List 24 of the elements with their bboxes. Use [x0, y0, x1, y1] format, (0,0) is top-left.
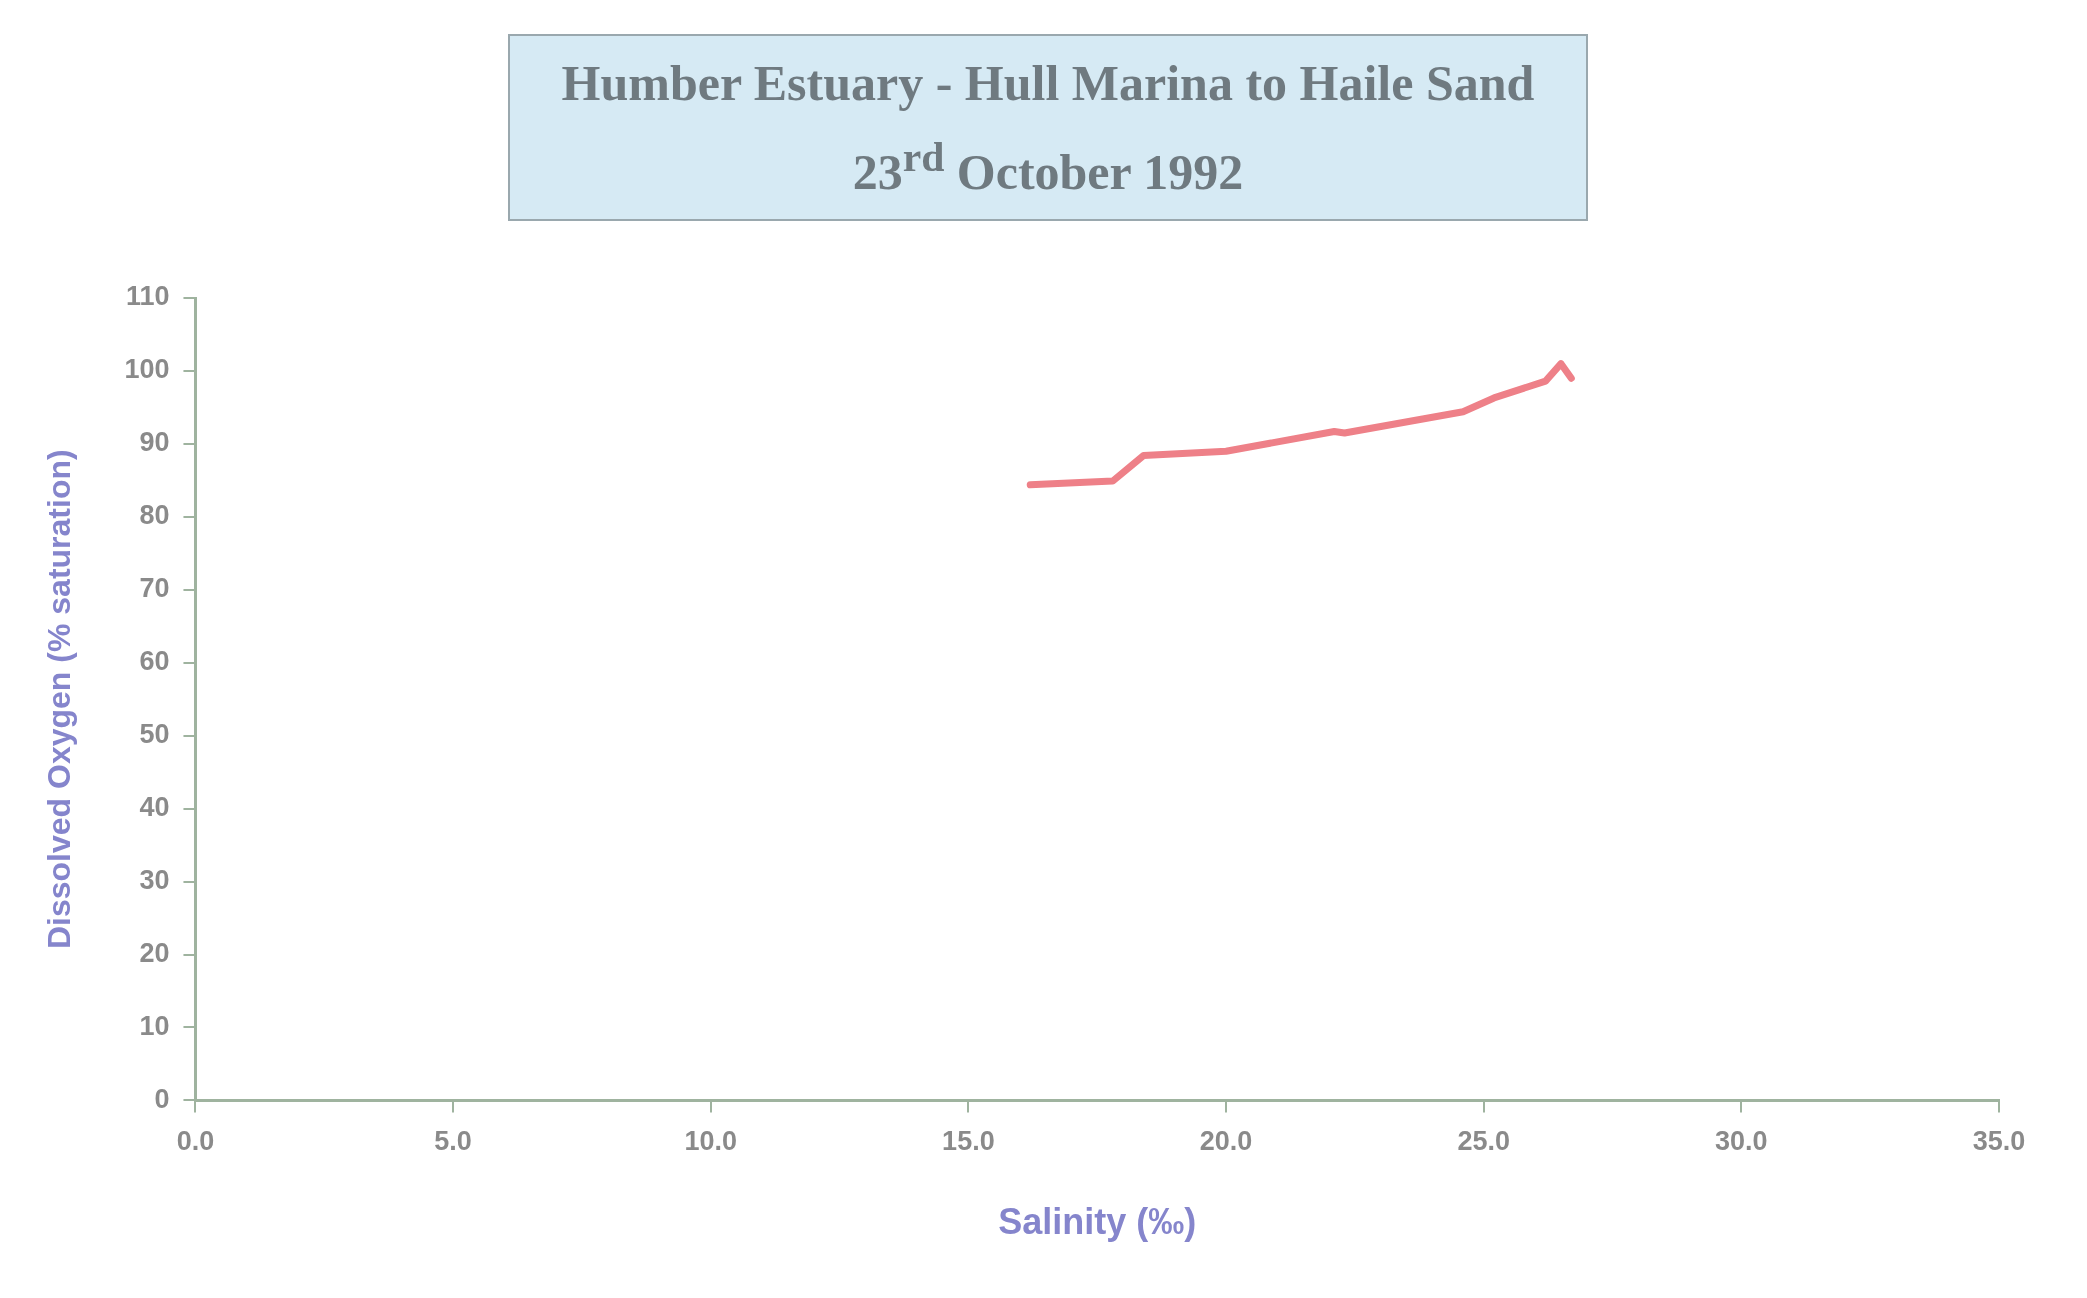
- y-tick-label: 20: [139, 937, 170, 968]
- y-tick-label: 70: [139, 573, 170, 604]
- x-tick-label: 30.0: [1715, 1126, 1768, 1157]
- x-axis-title: Salinity (‰): [998, 1201, 1197, 1243]
- x-tick-label: 25.0: [1457, 1126, 1510, 1157]
- x-tick-label: 10.0: [684, 1126, 738, 1157]
- y-tick-label: 30: [139, 865, 170, 896]
- y-tick-label: 60: [139, 646, 170, 677]
- x-tick-label: 35.0: [1972, 1126, 2026, 1157]
- y-tick-label: 110: [125, 281, 170, 312]
- y-tick-label: 50: [139, 719, 170, 750]
- y-axis-title: Dissolved Oxygen (% saturation): [41, 449, 78, 950]
- chart-title: Humber Estuary - Hull Marina to Haile Sand: [560, 54, 1536, 113]
- y-tick-label: 90: [139, 427, 170, 458]
- x-tick-label: 20.0: [1199, 1126, 1253, 1157]
- chart-subtitle: 23$^{rd}$ October 1992: [851, 133, 1245, 202]
- x-tick-label: 15.0: [942, 1126, 995, 1157]
- y-tick-label: 80: [139, 500, 170, 531]
- y-tick-label: 0: [154, 1083, 170, 1114]
- y-tick-label: 10: [139, 1010, 170, 1041]
- y-tick-label: 40: [139, 792, 170, 823]
- x-tick-label: 5.0: [434, 1126, 472, 1157]
- x-tick-label: 0.0: [176, 1126, 215, 1157]
- y-tick-label: 100: [124, 354, 170, 385]
